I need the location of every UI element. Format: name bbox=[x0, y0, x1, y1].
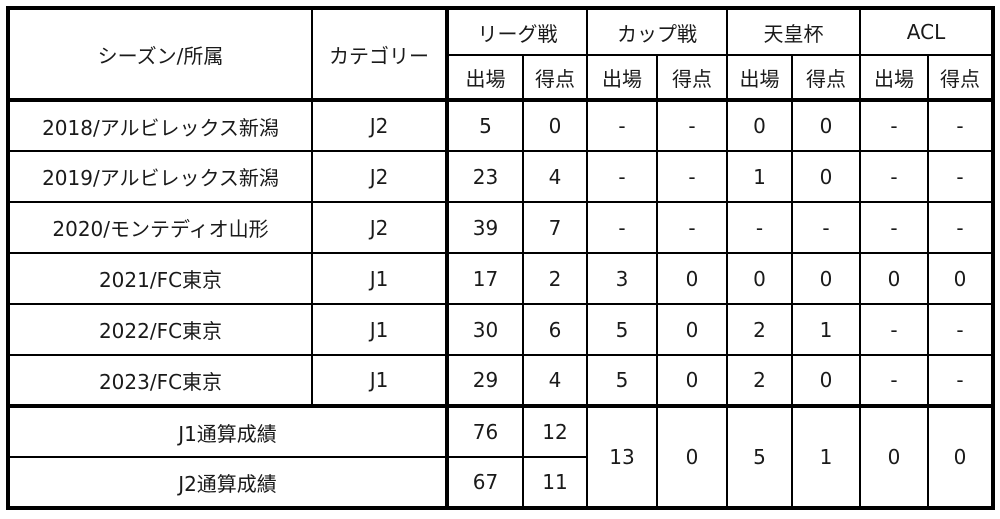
table-row-2023: 2023/FC東京 J1 29 4 5 0 2 0 - - bbox=[7, 354, 994, 408]
cell-season: 2020/モンテディオ山形 bbox=[7, 201, 313, 254]
header-group-emperors-cup: 天皇杯 bbox=[726, 7, 861, 56]
cell-league-apps: 29 bbox=[445, 354, 524, 408]
subheader-cup-goals: 得点 bbox=[656, 54, 728, 102]
header-group-cup: カップ戦 bbox=[586, 7, 728, 56]
cell-league-goals: 4 bbox=[522, 150, 588, 203]
table-row-2020: 2020/モンテディオ山形 J2 39 7 - - - - - - bbox=[7, 201, 994, 254]
cell-acl-apps: - bbox=[859, 99, 929, 152]
cell-acl-goals: - bbox=[927, 303, 994, 356]
cell-season: 2018/アルビレックス新潟 bbox=[7, 99, 313, 152]
table-row-2022: 2022/FC東京 J1 30 6 5 0 2 1 - - bbox=[7, 303, 994, 356]
subheader-acl-goals: 得点 bbox=[927, 54, 994, 102]
cell-league-goals: 2 bbox=[522, 252, 588, 305]
cell-category: J1 bbox=[311, 303, 448, 356]
cell-league-apps: 39 bbox=[445, 201, 524, 254]
header-group-acl: ACL bbox=[859, 7, 994, 56]
cell-league-apps: 30 bbox=[445, 303, 524, 356]
cell-total-league-goals: 11 bbox=[522, 456, 588, 509]
cell-acl-goals: - bbox=[927, 99, 994, 152]
cell-category: J2 bbox=[311, 99, 448, 152]
cell-acl-goals: 0 bbox=[927, 252, 994, 305]
cell-cup-goals: - bbox=[656, 99, 728, 152]
cell-emperors-goals: 1 bbox=[791, 303, 861, 356]
cell-total-league-goals: 12 bbox=[522, 405, 588, 458]
cell-cup-apps: 3 bbox=[586, 252, 658, 305]
cell-emperors-goals: 0 bbox=[791, 99, 861, 152]
cell-acl-apps: - bbox=[859, 150, 929, 203]
cell-emperors-apps: 0 bbox=[726, 252, 793, 305]
header-category: カテゴリー bbox=[311, 7, 448, 102]
cell-season: 2023/FC東京 bbox=[7, 354, 313, 408]
cell-emperors-apps: 0 bbox=[726, 99, 793, 152]
header-sub-row: 出場 得点 出場 得点 出場 得点 出場 得点 bbox=[8, 54, 994, 102]
cell-total-acl-apps: 0 bbox=[859, 405, 929, 509]
cell-cup-apps: - bbox=[586, 99, 658, 152]
table-row-2019: 2019/アルビレックス新潟 J2 23 4 - - 1 0 - - bbox=[7, 150, 994, 203]
cell-total-cup-apps: 13 bbox=[586, 405, 658, 509]
cell-acl-apps: 0 bbox=[859, 252, 929, 305]
cell-cup-apps: - bbox=[586, 201, 658, 254]
cell-total-league-apps: 67 bbox=[445, 456, 524, 509]
cell-total-acl-goals: 0 bbox=[927, 405, 994, 509]
cell-acl-apps: - bbox=[859, 201, 929, 254]
cell-emperors-goals: - bbox=[791, 201, 861, 254]
cell-acl-apps: - bbox=[859, 303, 929, 356]
cell-cup-goals: - bbox=[656, 201, 728, 254]
cell-total-label: J2通算成績 bbox=[7, 456, 448, 509]
cell-league-goals: 4 bbox=[522, 354, 588, 408]
cell-league-apps: 17 bbox=[445, 252, 524, 305]
cell-acl-goals: - bbox=[927, 150, 994, 203]
cell-cup-apps: 5 bbox=[586, 303, 658, 356]
cell-emperors-apps: 2 bbox=[726, 303, 793, 356]
header-group-row: シーズン/所属 カテゴリー リーグ戦 カップ戦 天皇杯 ACL bbox=[7, 7, 994, 102]
cell-cup-apps: 5 bbox=[586, 354, 658, 408]
cell-category: J1 bbox=[311, 252, 448, 305]
cell-total-label: J1通算成績 bbox=[7, 405, 448, 458]
table-row-2021: 2021/FC東京 J1 17 2 3 0 0 0 0 0 bbox=[7, 252, 994, 305]
subheader-league-apps: 出場 bbox=[445, 54, 524, 102]
cell-cup-goals: 0 bbox=[656, 354, 728, 408]
cell-total-emperors-goals: 1 bbox=[791, 405, 861, 509]
header-group-league: リーグ戦 bbox=[445, 7, 588, 56]
cell-season: 2022/FC東京 bbox=[7, 303, 313, 356]
cell-emperors-goals: 0 bbox=[791, 150, 861, 203]
table-row-j1-totals: J1通算成績 76 12 13 0 5 1 0 0 bbox=[7, 405, 994, 509]
cell-league-goals: 6 bbox=[522, 303, 588, 356]
cell-category: J2 bbox=[311, 150, 448, 203]
cell-season: 2021/FC東京 bbox=[7, 252, 313, 305]
career-stats-table: シーズン/所属 カテゴリー リーグ戦 カップ戦 天皇杯 ACL 出場 得点 出場… bbox=[6, 6, 995, 510]
cell-emperors-goals: 0 bbox=[791, 354, 861, 408]
cell-emperors-apps: - bbox=[726, 201, 793, 254]
subheader-acl-apps: 出場 bbox=[859, 54, 929, 102]
subheader-cup-apps: 出場 bbox=[586, 54, 658, 102]
subheader-league-goals: 得点 bbox=[522, 54, 588, 102]
cell-emperors-apps: 1 bbox=[726, 150, 793, 203]
header-season-club: シーズン/所属 bbox=[7, 7, 313, 102]
subheader-emperors-apps: 出場 bbox=[726, 54, 793, 102]
table-row-2018: 2018/アルビレックス新潟 J2 5 0 - - 0 0 - - bbox=[7, 99, 994, 152]
cell-category: J2 bbox=[311, 201, 448, 254]
cell-league-apps: 5 bbox=[445, 99, 524, 152]
cell-acl-apps: - bbox=[859, 354, 929, 408]
cell-acl-goals: - bbox=[927, 354, 994, 408]
cell-total-league-apps: 76 bbox=[445, 405, 524, 458]
subheader-emperors-goals: 得点 bbox=[791, 54, 861, 102]
cell-cup-goals: 0 bbox=[656, 252, 728, 305]
cell-total-emperors-apps: 5 bbox=[726, 405, 793, 509]
cell-total-cup-goals: 0 bbox=[656, 405, 728, 509]
cell-acl-goals: - bbox=[927, 201, 994, 254]
cell-category: J1 bbox=[311, 354, 448, 408]
cell-emperors-goals: 0 bbox=[791, 252, 861, 305]
cell-cup-goals: - bbox=[656, 150, 728, 203]
cell-league-goals: 7 bbox=[522, 201, 588, 254]
cell-league-apps: 23 bbox=[445, 150, 524, 203]
cell-league-goals: 0 bbox=[522, 99, 588, 152]
cell-cup-apps: - bbox=[586, 150, 658, 203]
cell-cup-goals: 0 bbox=[656, 303, 728, 356]
cell-season: 2019/アルビレックス新潟 bbox=[7, 150, 313, 203]
cell-emperors-apps: 2 bbox=[726, 354, 793, 408]
table-row-j2-totals: J2通算成績 67 11 bbox=[7, 456, 993, 509]
